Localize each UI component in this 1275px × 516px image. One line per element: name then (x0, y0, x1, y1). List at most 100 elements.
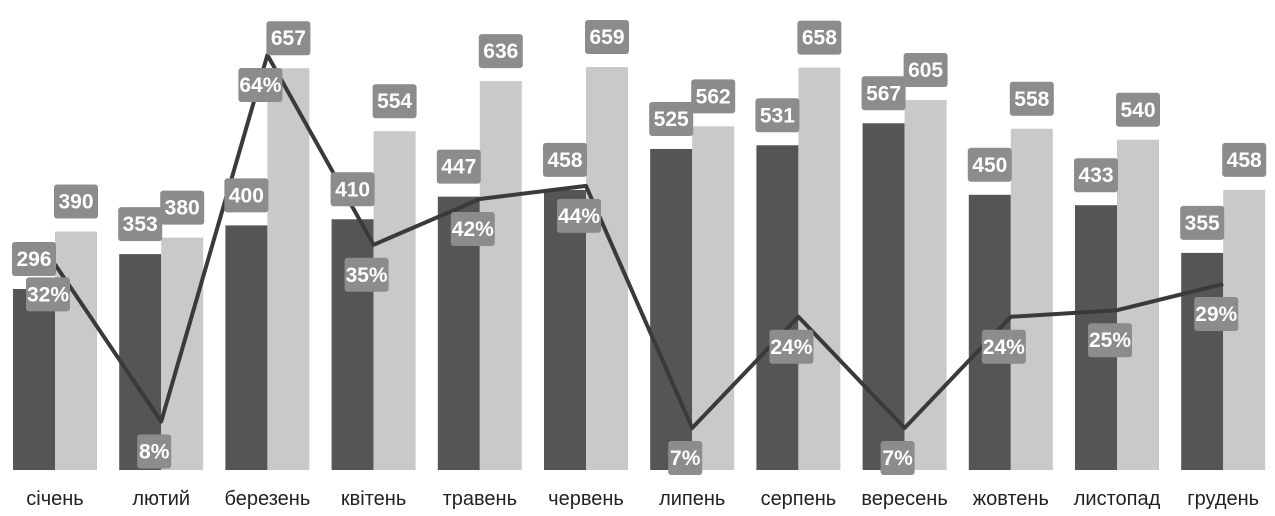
percent-label-11-text: 25% (1089, 329, 1131, 352)
value-label-series-1-12-text: 355 (1185, 212, 1220, 235)
value-label-series-2-5: 636 (478, 34, 523, 69)
percent-label-8-text: 24% (770, 336, 812, 359)
percent-label-6-text: 44% (558, 205, 600, 228)
value-label-series-1-3: 400 (224, 178, 269, 213)
value-label-series-2-4: 554 (372, 84, 417, 119)
percent-label-5-text: 42% (452, 218, 494, 241)
value-label-series-2-9: 605 (903, 53, 948, 88)
value-label-series-2-12-text: 458 (1227, 149, 1262, 172)
bar-series-2-1 (55, 231, 97, 470)
category-label-8: серпень (761, 488, 837, 510)
percent-line (53, 53, 1224, 430)
percent-label-10-text: 24% (983, 336, 1025, 359)
bar-series-2-10 (1010, 128, 1053, 470)
value-label-series-1-4: 410 (330, 172, 375, 207)
value-label-series-2-8-text: 658 (802, 27, 837, 50)
bar-series-1-7 (650, 148, 693, 470)
category-label-5: травень (443, 488, 517, 510)
percent-label-4-text: 35% (346, 264, 388, 287)
value-label-series-1-9-text: 567 (866, 82, 901, 105)
value-label-series-2-11: 540 (1116, 92, 1160, 127)
category-label-11: листопад (1074, 488, 1161, 510)
value-label-series-1-3-text: 400 (229, 184, 264, 207)
percent-label-8: 24% (769, 329, 814, 364)
value-label-series-2-10-text: 558 (1014, 88, 1049, 111)
category-label-7: липень (659, 488, 725, 510)
percent-label-12: 29% (1194, 297, 1239, 332)
value-label-series-2-9-text: 605 (908, 59, 943, 82)
value-label-series-2-2: 380 (160, 190, 205, 225)
value-label-series-1-2-text: 353 (123, 213, 158, 236)
value-label-series-1-1: 296 (12, 241, 56, 276)
value-label-series-2-8: 658 (797, 20, 842, 55)
bar-series-2-7 (692, 126, 735, 470)
value-label-series-1-8-text: 531 (760, 104, 795, 127)
value-label-series-1-7-text: 525 (654, 108, 689, 131)
value-label-series-1-6: 458 (543, 142, 587, 177)
percent-label-1-text: 32% (27, 283, 69, 306)
percent-label-11: 25% (1088, 323, 1132, 358)
value-label-series-2-2-text: 380 (165, 197, 200, 220)
value-label-series-2-6: 659 (585, 20, 629, 54)
value-label-series-2-3-text: 657 (271, 27, 306, 50)
bar-series-2-5 (479, 81, 522, 470)
category-label-6: червень (548, 488, 624, 510)
bar-series-1-6 (544, 189, 586, 470)
value-label-series-1-1-text: 296 (16, 248, 51, 271)
percent-label-7-text: 7% (670, 447, 701, 470)
value-label-series-2-3: 657 (266, 21, 311, 56)
value-label-series-2-1: 390 (54, 184, 98, 219)
data-labels-layer: 296 390 353 380 400 657 410 554 447 636 458 659 525 5… (12, 20, 1267, 475)
value-label-series-2-1-text: 390 (58, 191, 93, 214)
value-label-series-2-5-text: 636 (483, 40, 518, 63)
bar-series-1-9 (862, 123, 905, 471)
bar-series-2-4 (373, 131, 416, 470)
bar-series-2-8 (798, 67, 841, 470)
value-label-series-1-2: 353 (118, 207, 163, 242)
value-label-series-2-10: 558 (1009, 81, 1054, 116)
bar-series-2-9 (904, 100, 947, 470)
percent-label-1: 32% (26, 277, 70, 312)
percent-label-5: 42% (450, 211, 495, 246)
percent-label-7: 7% (668, 441, 703, 475)
category-label-10: жовтень (973, 488, 1049, 510)
percent-label-2-text: 8% (139, 440, 170, 463)
percent-label-3-text: 64% (239, 74, 281, 97)
percent-label-10: 24% (981, 329, 1026, 364)
bar-series-1-1 (13, 288, 55, 470)
bar-series-2-3 (267, 68, 310, 470)
bar-series-1-2 (119, 254, 162, 470)
category-label-1: січень (26, 488, 83, 510)
category-axis: січень лютий березень квітень травень червень… (26, 488, 1259, 510)
bar-series-1-3 (225, 225, 268, 470)
percent-line-layer (53, 53, 1224, 430)
value-label-series-2-11-text: 540 (1120, 99, 1155, 122)
category-label-2: лютий (132, 488, 190, 510)
percent-label-12-text: 29% (1195, 303, 1237, 326)
bar-series-1-4 (331, 219, 374, 470)
value-label-series-2-4-text: 554 (377, 90, 412, 113)
value-label-series-1-11: 433 (1074, 158, 1118, 193)
value-label-series-2-6-text: 659 (589, 26, 624, 49)
value-label-series-2-12: 458 (1222, 142, 1267, 177)
value-label-series-1-10-text: 450 (972, 154, 1007, 177)
value-label-series-1-12: 355 (1180, 205, 1225, 240)
value-label-series-1-10: 450 (967, 147, 1012, 182)
bars-layer (13, 67, 1266, 471)
value-label-series-1-6-text: 458 (547, 149, 582, 172)
percent-label-3: 64% (238, 68, 283, 102)
category-label-12: грудень (1187, 488, 1259, 510)
bar-series-1-8 (756, 145, 799, 470)
category-label-3: березень (225, 488, 311, 510)
value-label-series-1-5: 447 (436, 149, 481, 184)
category-label-9: вересень (861, 488, 947, 510)
value-label-series-1-8: 531 (755, 98, 800, 133)
value-label-series-1-9: 567 (861, 76, 906, 111)
percent-label-2: 8% (137, 434, 172, 469)
percent-label-6: 44% (557, 198, 601, 233)
percent-label-4: 35% (344, 257, 389, 292)
category-label-4: квітень (341, 488, 406, 510)
value-label-series-1-11-text: 433 (1078, 164, 1113, 187)
percent-label-9-text: 7% (882, 447, 913, 470)
